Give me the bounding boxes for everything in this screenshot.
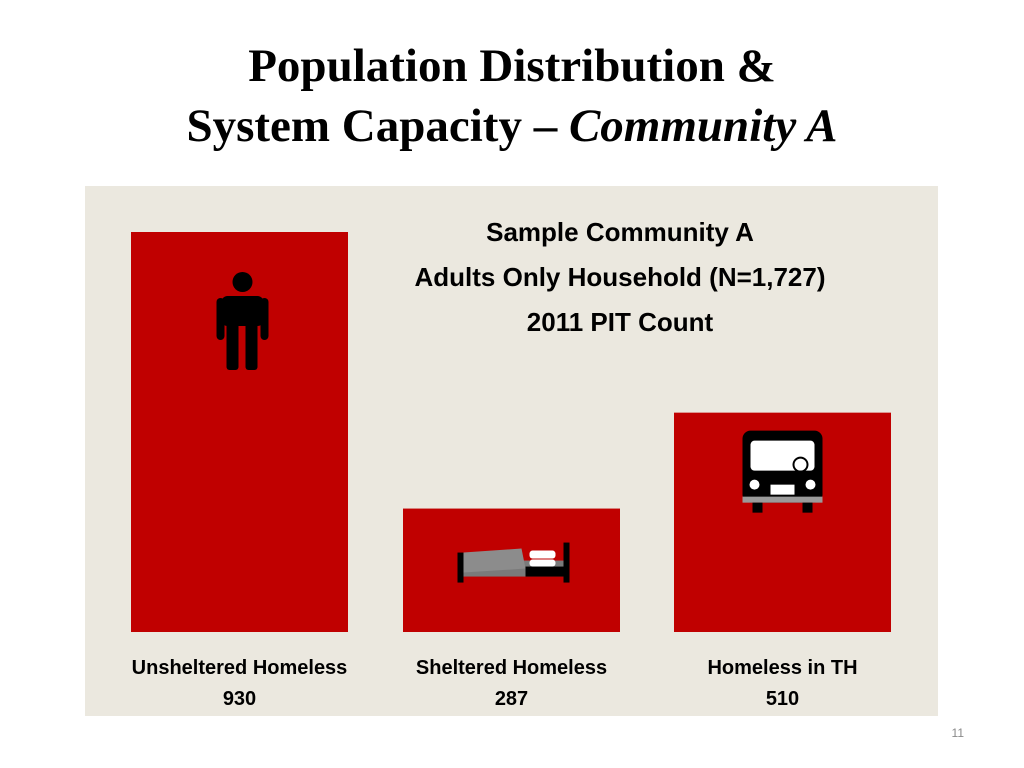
bar-chart: Sample Community A Adults Only Household … [131,217,891,710]
data-label-sheltered-homeless: 287 [495,688,528,710]
slide-title-line1: Population Distribution & [248,40,776,92]
data-label-unsheltered-homeless: 930 [223,688,256,710]
bar-unsheltered-homeless [131,232,348,632]
chart-panel: Sample Community A Adults Only Household … [85,186,938,716]
chart-title-line-3: 2011 PIT Count [527,307,714,337]
data-label-homeless-in-th: 510 [766,688,799,710]
category-label-sheltered-homeless: Sheltered Homeless [416,657,607,679]
person-icon [216,272,269,370]
chart-title-line-1: Sample Community A [486,217,754,247]
bus-icon [742,430,823,513]
category-label-homeless-in-th: Homeless in TH [707,657,857,679]
category-label-unsheltered-homeless: Unsheltered Homeless [132,657,348,679]
bed-icon [457,542,570,583]
slide-title: Population Distribution & System Capacit… [0,36,1024,156]
slide-title-line2: System Capacity – Community A [0,96,1024,156]
chart-title-line-2: Adults Only Household (N=1,727) [414,262,825,292]
slide-title-italic: Community A [568,100,838,152]
slide-title-plain: System Capacity – [186,100,569,152]
page-number: 11 [951,726,964,740]
